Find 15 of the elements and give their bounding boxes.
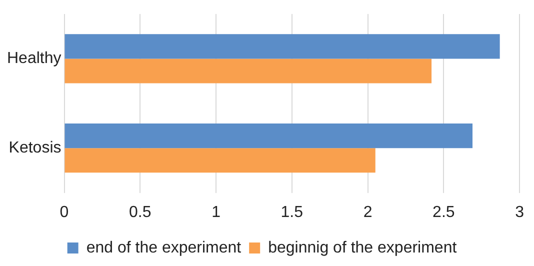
legend-label: beginnig of the experiment bbox=[268, 239, 458, 256]
bar bbox=[64, 34, 500, 59]
x-tick-label: 2 bbox=[363, 204, 372, 221]
bar bbox=[64, 58, 432, 84]
bar bbox=[64, 124, 473, 148]
bar bbox=[64, 148, 376, 173]
x-tick-label: 2.5 bbox=[432, 204, 455, 221]
legend-label: end of the experiment bbox=[86, 239, 242, 256]
x-tick-label: 3 bbox=[515, 204, 524, 221]
x-tick-label: 1 bbox=[212, 204, 221, 221]
y-tick-label: Ketosis bbox=[8, 140, 62, 157]
x-tick-label: 0 bbox=[60, 204, 69, 221]
x-tick-label: 1.5 bbox=[280, 204, 304, 221]
y-tick-label: Healthy bbox=[7, 50, 62, 68]
x-tick-label: 0.5 bbox=[129, 204, 152, 221]
